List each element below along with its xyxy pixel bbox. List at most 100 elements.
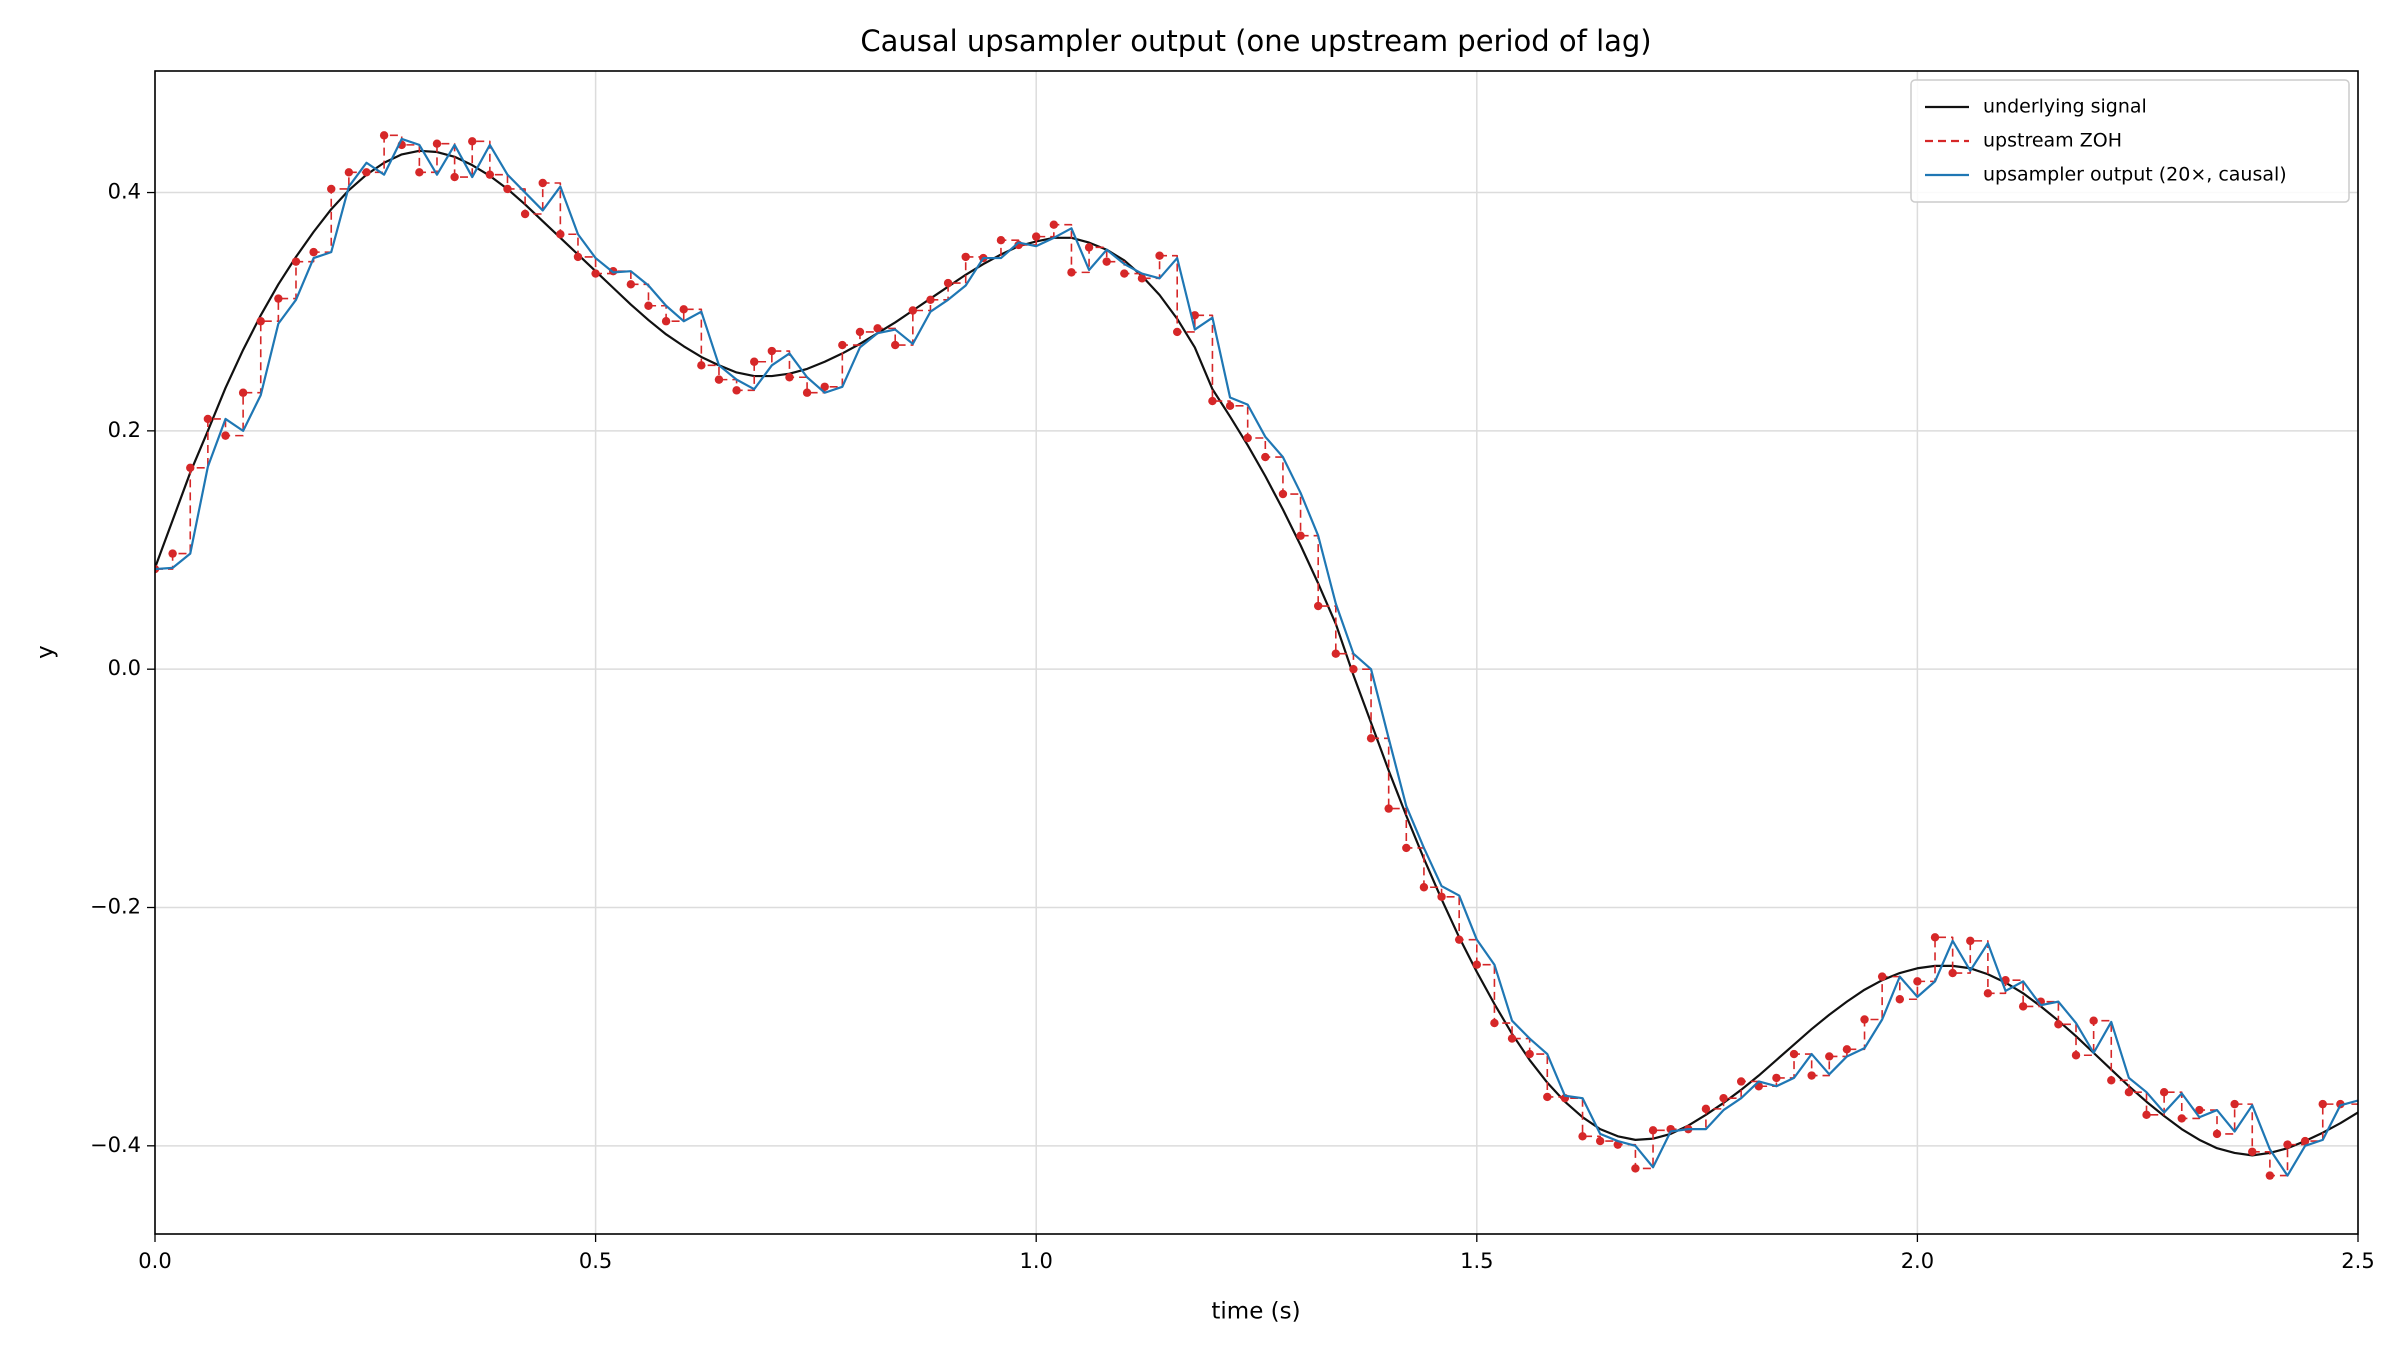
sample-point (450, 172, 459, 182)
x-axis-label: time (s) (1211, 1299, 1300, 1325)
sample-point (2248, 1147, 2257, 1156)
sample-point (1296, 531, 1305, 540)
sample-point (1525, 1049, 1534, 1059)
sample-point (1278, 489, 1288, 499)
sample-point (2018, 1002, 2028, 1011)
sample-point (2177, 1114, 2186, 1123)
plot-area (155, 131, 2358, 1180)
sample-point (379, 131, 389, 140)
axes: 0.0 0.5 1.0 1.5 2.0 2.5 −0.4 −0.2 0.0 0.2 0.4 (90, 180, 2375, 1273)
sample-point (1384, 804, 1393, 813)
sample-point (520, 209, 530, 219)
x-tick-label: 2.5 (2341, 1249, 2374, 1273)
sample-point (1930, 933, 1940, 942)
sample-point (485, 170, 495, 179)
sample-point (2054, 1020, 2063, 1029)
sample-point (1331, 649, 1341, 658)
sample-point (2089, 1016, 2098, 1025)
x-tick-label: 2.0 (1901, 1249, 1934, 1273)
sample-point (2159, 1087, 2169, 1097)
sample-point (1631, 1164, 1640, 1173)
x-tick-label: 1.0 (1019, 1249, 1052, 1273)
sample-point (2124, 1087, 2134, 1097)
sample-point (1472, 960, 1482, 969)
sample-point (1825, 1052, 1834, 1061)
y-tick-label: −0.4 (90, 1133, 141, 1157)
sample-point (1102, 257, 1111, 266)
sample-point (1507, 1034, 1517, 1043)
sample-point (256, 317, 265, 326)
sample-point (1032, 232, 1041, 241)
sample-point (291, 257, 301, 266)
sample-point (1402, 843, 1411, 853)
sample-point (1243, 433, 1252, 443)
sample-point (1860, 1015, 1869, 1024)
sample-point (1437, 892, 1446, 901)
sample-point (1807, 1071, 1816, 1080)
sample-point (1595, 1136, 1605, 1146)
sample-point (1877, 972, 1887, 981)
sample-point (1349, 664, 1358, 674)
sample-point (2265, 1171, 2275, 1180)
x-tick-label: 1.5 (1460, 1249, 1493, 1273)
sample-point (1084, 243, 1094, 252)
sample-point (1366, 734, 1376, 743)
sample-point (1313, 601, 1323, 611)
sample-point (750, 357, 759, 366)
sample-point (2300, 1136, 2310, 1146)
sample-point (1719, 1093, 1728, 1103)
sample-point (1789, 1049, 1799, 1059)
y-tick-label: 0.4 (108, 180, 141, 204)
sample-point (1578, 1132, 1587, 1141)
sample-point (238, 388, 248, 397)
sample-point (908, 306, 918, 315)
sample-point (1490, 1018, 1499, 1028)
sample-point (327, 184, 336, 194)
sample-point (1736, 1077, 1746, 1086)
sample-point (697, 361, 706, 370)
sample-point (221, 431, 230, 440)
sample-point (1049, 220, 1059, 229)
sample-point (1454, 935, 1464, 944)
y-tick-label: −0.2 (90, 895, 141, 919)
sample-point (2283, 1140, 2292, 1149)
sample-point (203, 414, 213, 424)
sample-point (2195, 1105, 2204, 1115)
sample-point (1261, 452, 1270, 462)
sample-point (503, 184, 512, 194)
sample-point (1772, 1073, 1781, 1083)
sample-point (943, 278, 953, 288)
sample-point (732, 386, 741, 395)
sample-point (1208, 396, 1217, 406)
y-tick-label: 0.2 (108, 418, 141, 442)
sample-point (2212, 1129, 2222, 1139)
sample-point (855, 327, 865, 337)
sample-point (1842, 1045, 1852, 1054)
sample-point (644, 301, 653, 310)
plot-frame (154, 70, 2359, 1235)
sample-point (661, 317, 671, 326)
sample-point (186, 463, 195, 473)
sample-point (1895, 995, 1904, 1004)
sample-point (1155, 251, 1164, 260)
sample-point (1543, 1092, 1552, 1102)
legend: underlying signal upstream ZOH upsampler o… (1910, 79, 2350, 203)
sample-point (1701, 1104, 1711, 1114)
sample-point (996, 236, 1006, 245)
sample-point (1419, 883, 1429, 892)
sample-point (2336, 1099, 2345, 1109)
sample-point (1966, 936, 1975, 946)
sample-point (873, 324, 882, 333)
sample-point (891, 340, 900, 350)
sample-point (415, 168, 424, 177)
sample-point (626, 280, 636, 289)
legend-label: upsampler output (20×, causal) (1983, 164, 2287, 186)
sample-point (1067, 268, 1076, 277)
sample-point (2230, 1099, 2239, 1109)
sample-point (961, 252, 970, 262)
sample-point (168, 549, 177, 558)
sample-point (1172, 327, 1182, 337)
sample-point (573, 252, 583, 262)
legend-label: underlying signal (1983, 96, 2147, 118)
sample-point (2318, 1099, 2327, 1109)
